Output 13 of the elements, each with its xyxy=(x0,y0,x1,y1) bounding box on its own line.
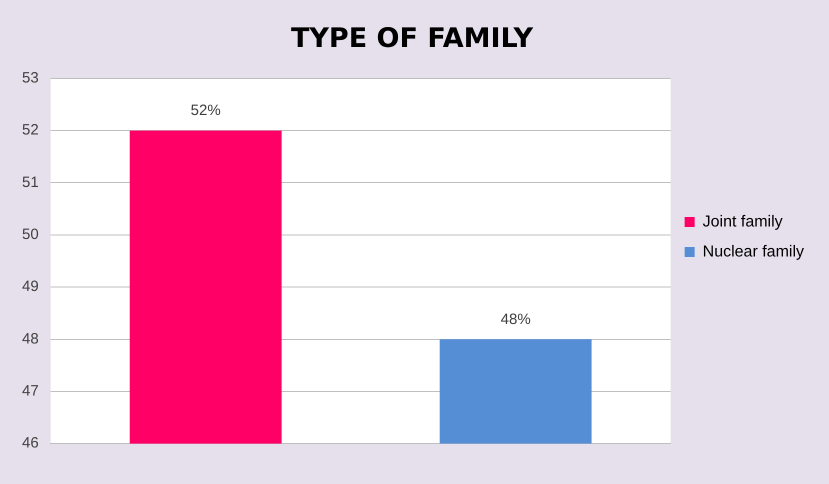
y-tick-label: 47 xyxy=(22,382,39,400)
y-tick-label: 50 xyxy=(22,226,39,244)
data-label: 52% xyxy=(190,102,221,120)
y-tick-label: 49 xyxy=(22,278,39,296)
y-tick-label: 53 xyxy=(22,70,39,87)
y-tick-label: 51 xyxy=(22,174,39,191)
legend-label: Nuclear family xyxy=(702,243,804,260)
chart-title: TYPE OF FAMILY xyxy=(290,23,534,54)
y-tick-label: 48 xyxy=(22,330,39,348)
legend-label: Joint family xyxy=(702,213,783,230)
y-tick-label: 46 xyxy=(22,434,39,452)
y-tick-label: 52 xyxy=(22,122,39,139)
data-label: 48% xyxy=(500,310,531,328)
